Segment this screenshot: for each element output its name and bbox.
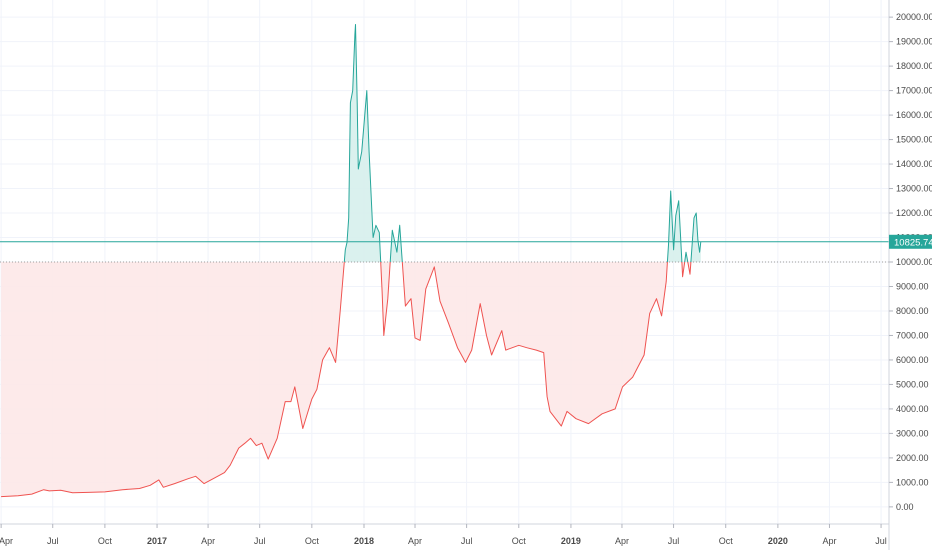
time-axis-tick-label: 2020: [768, 536, 788, 546]
price-axis-tick-label: 18000.00: [896, 61, 932, 71]
time-axis-tick-label: Oct: [719, 536, 734, 546]
price-axis: 0.00 1000.00 2000.00 3000.00 4000.00 5000.00 6…: [889, 12, 932, 512]
area-fill-above-baseline: [390, 225, 403, 262]
price-axis-tick-label: 17000.00: [896, 86, 932, 96]
price-axis-tick-label: 19000.00: [896, 37, 932, 47]
price-axis-tick-label: 1000.00: [896, 477, 929, 487]
time-axis-tick-label: Jul: [47, 536, 59, 546]
price-axis-tick-label: 16000.00: [896, 110, 932, 120]
time-axis: Apr Jul Oct 2017 Apr Jul Oct 2018 Apr Jul Oct 2019 A…: [0, 524, 887, 546]
time-axis-tick-label: Jul: [668, 536, 680, 546]
price-axis-tick-label: 5000.00: [896, 379, 929, 389]
last-price-label-background: [889, 234, 932, 249]
price-axis-tick-label: 8000.00: [896, 306, 929, 316]
price-axis-tick-label: 3000.00: [896, 428, 929, 438]
chart-price-line: [1, 24, 702, 498]
price-axis-tick-label: 13000.00: [896, 184, 932, 194]
time-axis-tick-label: Apr: [615, 536, 629, 546]
price-axis-tick-label: 20000.00: [896, 12, 932, 22]
time-axis-tick-label: Oct: [512, 536, 527, 546]
area-fill-above-baseline: [667, 191, 682, 262]
price-line-below-baseline: [401, 261, 668, 427]
price-axis-tick-label: 6000.00: [896, 355, 929, 365]
time-axis-tick-label: 2019: [561, 536, 581, 546]
time-axis-tick-label: Oct: [305, 536, 320, 546]
last-price-label: 10825.74: [889, 234, 932, 249]
price-axis-tick-label: 14000.00: [896, 159, 932, 169]
time-axis-tick-label: Jul: [461, 536, 473, 546]
price-axis-tick-label: 15000.00: [896, 135, 932, 145]
price-line-above-baseline: [343, 24, 382, 263]
price-axis-tick-label: 2000.00: [896, 453, 929, 463]
chart-area-fills: [1, 24, 701, 497]
price-line-above-baseline: [690, 212, 702, 263]
time-axis-tick-label: 2017: [147, 536, 167, 546]
area-fill-below-baseline: [402, 262, 668, 427]
area-fill-below-baseline: [1, 262, 345, 497]
price-line-above-baseline: [666, 190, 683, 263]
area-fill-below-baseline: [380, 262, 391, 336]
price-axis-tick-label: 9000.00: [896, 281, 929, 291]
time-axis-tick-label: Jul: [254, 536, 266, 546]
time-axis-tick-label: 2018: [354, 536, 374, 546]
time-axis-tick-label: Jul: [875, 536, 887, 546]
price-line-below-baseline: [380, 261, 391, 336]
time-axis-tick-label: Oct: [98, 536, 113, 546]
time-axis-tick-label: Apr: [0, 536, 13, 546]
price-line-above-baseline: [684, 251, 689, 263]
price-axis-tick-label: 7000.00: [896, 330, 929, 340]
time-axis-tick-label: Apr: [408, 536, 422, 546]
area-fill-above-baseline: [690, 213, 701, 262]
price-axis-tick-label: 10000.00: [896, 257, 932, 267]
price-line-below-baseline: [687, 261, 692, 275]
time-axis-tick-label: Apr: [201, 536, 215, 546]
price-axis-tick-label: 0.00: [896, 502, 914, 512]
price-line-above-baseline: [389, 224, 403, 263]
price-axis-tick-label: 4000.00: [896, 404, 929, 414]
price-line-below-baseline: [681, 261, 686, 278]
last-price-label-text: 10825.74: [894, 237, 932, 248]
price-axis-tick-label: 12000.00: [896, 208, 932, 218]
time-axis-tick-label: Apr: [822, 536, 836, 546]
price-line-below-baseline: [1, 261, 345, 498]
